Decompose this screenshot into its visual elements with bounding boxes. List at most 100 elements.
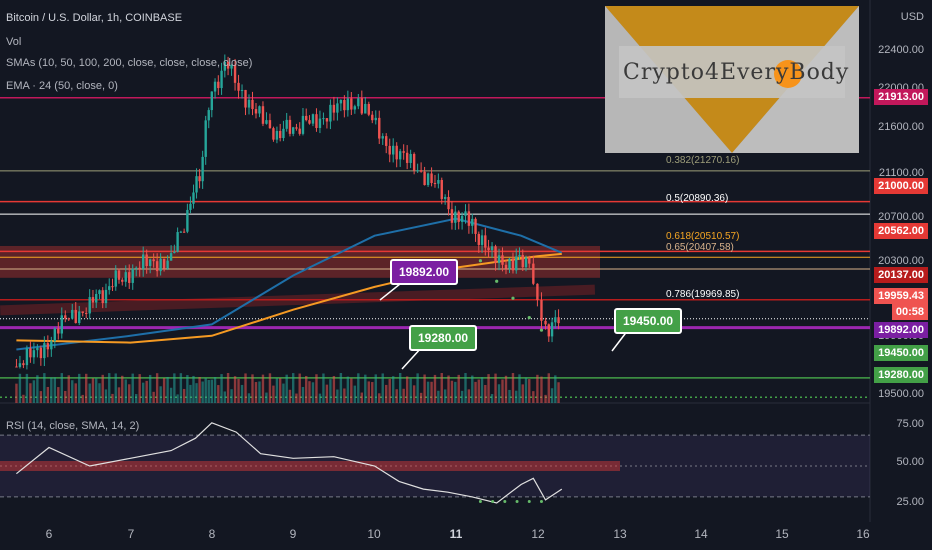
candle-body: [467, 211, 471, 226]
candle-body: [53, 328, 57, 342]
volume-bar: [532, 391, 535, 403]
volume-bar: [98, 383, 101, 403]
volume-bar: [162, 377, 166, 403]
candle-body: [251, 99, 254, 110]
candle-body: [176, 232, 179, 252]
rsi-dot: [503, 499, 507, 503]
candle-body: [487, 247, 490, 251]
volume-bar: [91, 378, 95, 403]
candle-body: [412, 153, 416, 171]
candle-body: [419, 170, 423, 172]
volume-bar: [419, 392, 423, 403]
x-tick: 10: [367, 527, 381, 541]
candle-body: [392, 145, 395, 155]
volume-bar: [405, 376, 409, 403]
candle-body: [464, 211, 467, 216]
candle-body: [336, 103, 339, 113]
rsi-tick: 25.00: [896, 496, 924, 508]
volume-bar: [138, 374, 141, 403]
candle-body: [477, 233, 480, 245]
volume-bar: [50, 377, 53, 403]
candle-body: [204, 120, 207, 157]
callout-19450[interactable]: 19450.00: [614, 308, 683, 334]
volume-bar: [364, 374, 367, 403]
price-label-21913: 21913.00: [874, 89, 928, 105]
volume-bar: [159, 386, 162, 403]
volume-bar: [443, 389, 447, 403]
candle-body: [305, 115, 308, 121]
candle-body: [329, 104, 332, 122]
volume-bar: [487, 374, 490, 403]
sma-legend[interactable]: SMAs (10, 50, 100, 200, close, close, cl…: [6, 57, 253, 69]
volume-bar: [460, 390, 464, 403]
volume-bar: [343, 388, 346, 403]
rsi-legend[interactable]: RSI (14, close, SMA, 14, 2): [6, 420, 140, 432]
candle-body: [148, 259, 152, 267]
volume-bar: [544, 394, 547, 403]
candle-body: [402, 151, 405, 153]
volume-bar: [173, 373, 176, 403]
price-axis[interactable]: USD 22400.00 22000.00 21600.00 21100.00 …: [870, 0, 932, 522]
ema-legend[interactable]: EMA · 24 (50, close, 0): [6, 80, 118, 92]
volume-bar: [398, 373, 402, 403]
candle-body: [557, 317, 560, 324]
volume-bar: [292, 373, 295, 403]
volume-bar: [325, 384, 329, 403]
volume-bar: [251, 374, 254, 403]
candle-body: [85, 312, 88, 314]
rsi-dot: [539, 499, 543, 503]
candle-body: [325, 118, 329, 122]
volume-bar: [554, 375, 557, 403]
candle-body: [521, 254, 524, 268]
volume-bar: [339, 373, 343, 403]
candle-body: [440, 179, 443, 199]
candle-body: [46, 343, 50, 350]
volume-bar: [131, 373, 134, 403]
x-tick: 6: [45, 527, 53, 541]
volume-bar: [367, 381, 370, 403]
volume-bar: [447, 375, 450, 403]
candle-body: [50, 341, 53, 350]
fib-label-065: 0.65(20407.58): [666, 242, 734, 253]
candle-body: [332, 104, 336, 113]
volume-bar: [494, 373, 497, 403]
volume-bar: [322, 373, 325, 403]
volume-bar: [195, 383, 198, 403]
price-tick: 19500.00: [878, 388, 924, 400]
volume-bar: [108, 373, 111, 403]
volume-bar: [385, 384, 388, 403]
volume-bar: [315, 374, 318, 403]
candle-body: [198, 176, 201, 182]
volume-bar: [179, 373, 183, 403]
volume-bar: [128, 384, 131, 403]
volume-bar: [474, 381, 477, 403]
volume-bar: [409, 378, 412, 403]
candle-body: [282, 128, 285, 139]
axis-currency: USD: [900, 11, 924, 23]
candle-body: [518, 254, 521, 257]
rsi-line: [16, 422, 563, 504]
volume-bar: [36, 375, 39, 403]
volume-bar: [374, 374, 377, 403]
volume-bar: [477, 379, 480, 403]
symbol-title[interactable]: Bitcoin / U.S. Dollar, 1h, COINBASE: [6, 12, 183, 24]
candle-body: [350, 98, 353, 110]
callout-19280[interactable]: 19280.00: [409, 325, 478, 351]
fib-label-0786: 0.786(19969.85): [666, 289, 740, 300]
candle-body: [508, 258, 511, 269]
candle-body: [111, 286, 114, 288]
volume-bar: [254, 382, 258, 403]
x-tick: 16: [856, 527, 870, 541]
volume-bar: [217, 385, 220, 403]
volume-legend[interactable]: Vol: [6, 36, 22, 48]
x-tick: 12: [531, 527, 545, 541]
candle-body: [166, 260, 169, 269]
candle-body: [57, 328, 60, 334]
candle-body: [447, 196, 450, 210]
candle-body: [268, 120, 272, 129]
x-tick: 8: [208, 527, 216, 541]
volume-bar: [480, 377, 484, 403]
callout-19892[interactable]: 19892.00: [390, 259, 459, 285]
candle-body: [433, 182, 437, 184]
